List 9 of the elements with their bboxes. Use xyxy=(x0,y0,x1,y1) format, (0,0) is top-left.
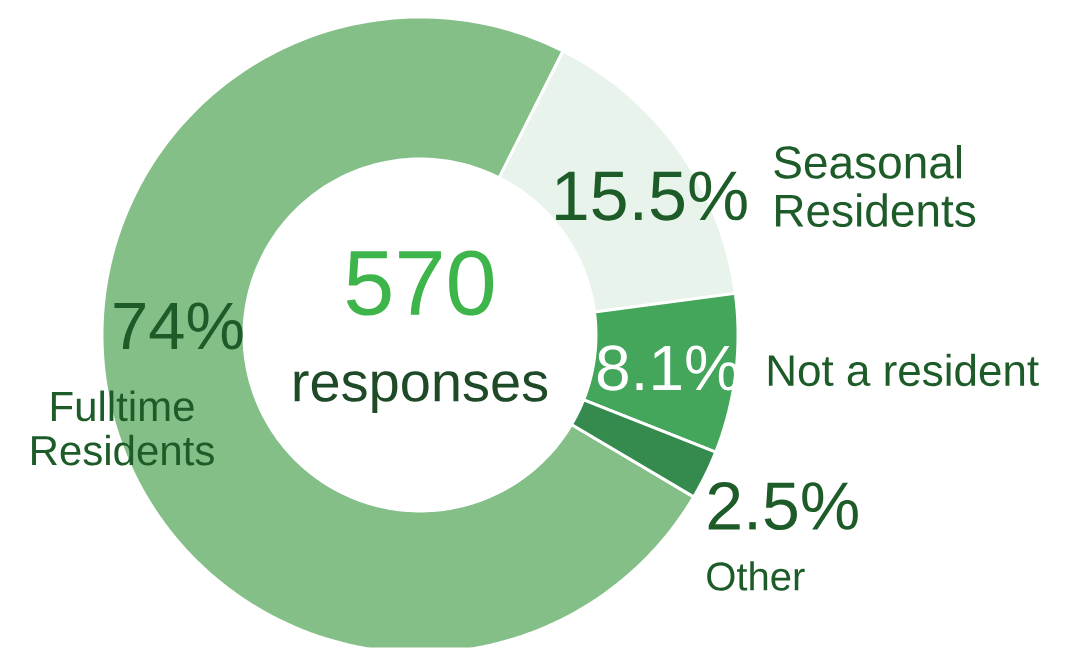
slice-label: Other xyxy=(707,561,805,591)
text: 570 xyxy=(346,250,494,316)
slice-label: Seasonal Residents xyxy=(774,144,976,228)
data-label: 15.5% xyxy=(556,171,747,221)
data-label: 2.5% xyxy=(708,481,858,531)
text: responses xyxy=(294,371,548,413)
data-label: 74% xyxy=(114,302,243,350)
data-label: 8.1% xyxy=(597,345,739,391)
slice-label: Not a resident xyxy=(768,353,1039,387)
